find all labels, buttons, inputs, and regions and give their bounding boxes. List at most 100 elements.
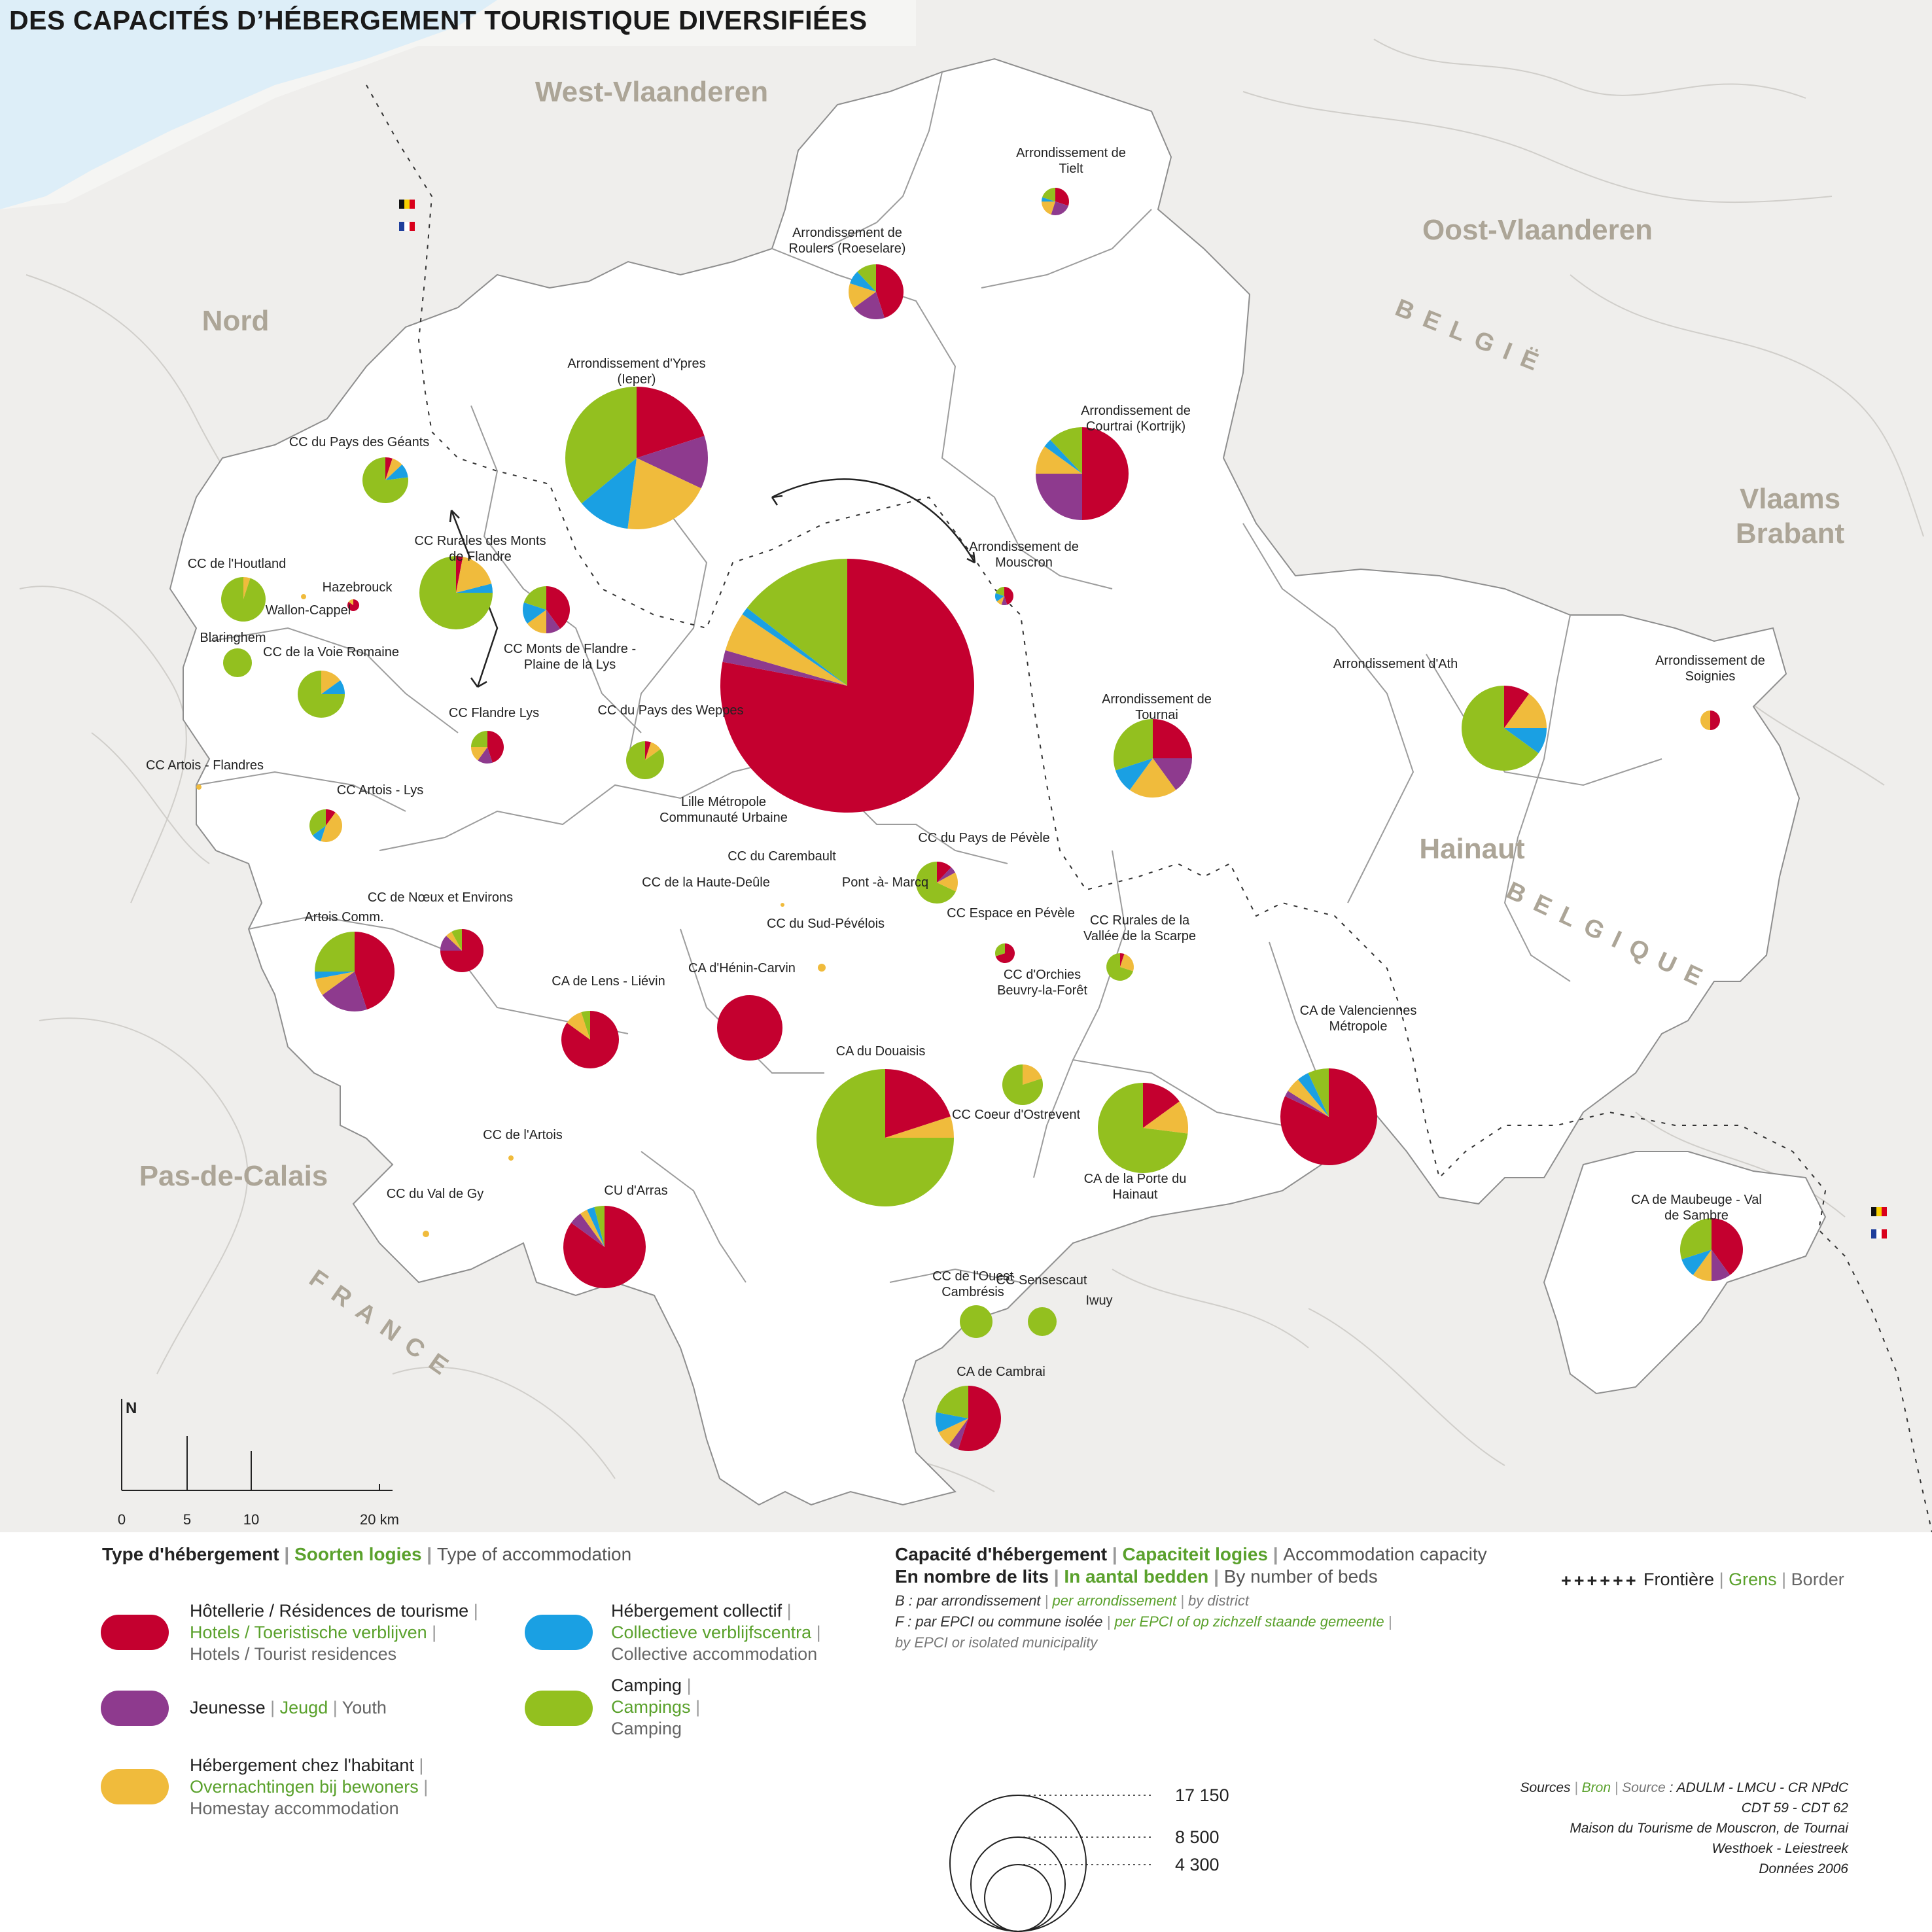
- pie-slice-homestay: [1036, 446, 1082, 474]
- unit-label-32: CA de la Porte du Hainaut: [1084, 1172, 1187, 1202]
- region-oost-vlaanderen: Oost-Vlaanderen: [1422, 214, 1653, 246]
- region-hainaut: Hainaut: [1419, 833, 1525, 865]
- pie-2: [565, 387, 708, 529]
- pie-slice-homestay: [645, 742, 661, 760]
- unit-label-7: CC de l'Houtland: [188, 557, 287, 571]
- pie-slice-collective: [1681, 1250, 1712, 1275]
- pie-slice-hotels: [385, 457, 393, 480]
- pie-slice-camping: [1462, 686, 1539, 771]
- pie-slice-homestay: [885, 1116, 954, 1138]
- pie-12: [298, 671, 345, 718]
- pie-slice-youth: [322, 972, 367, 1011]
- pie-42: [1114, 719, 1192, 798]
- unit-label-5: CC du Pays des Géants: [289, 435, 430, 449]
- swatch-camping: [525, 1691, 593, 1726]
- scale-tick-5: 5: [183, 1511, 191, 1528]
- legend-collective: Hébergement collectif | Collectieve verb…: [611, 1601, 821, 1664]
- pie-slice-youth: [937, 867, 956, 883]
- unit-label-34: CC de l'Artois: [483, 1128, 563, 1142]
- legend-type-heading: Type d'hébergement | Soorten logies | Ty…: [102, 1544, 632, 1564]
- flag-be-fr-east: [1871, 1207, 1887, 1238]
- page-title: DES CAPACITÉS D’HÉBERGEMENT TOURISTIQUE …: [9, 5, 868, 35]
- pie-slice-collective: [321, 680, 345, 694]
- pie-slice-youth: [546, 610, 561, 633]
- pie-slice-hotels: [1004, 587, 1014, 605]
- pie-slice-hotels: [937, 862, 951, 883]
- pie-5: [362, 457, 408, 503]
- pie-17: [309, 809, 343, 842]
- pie-37: [960, 1305, 992, 1338]
- pie-25: [995, 943, 1015, 963]
- pie-slice-camping: [916, 862, 956, 904]
- pie-slice-camping: [362, 457, 408, 503]
- pie-slice-collective: [315, 972, 355, 979]
- size-legend-circles: 17 150 8 500 4 300: [949, 1785, 1229, 1932]
- pie-4: [995, 587, 1014, 606]
- pie-slice-youth: [1036, 474, 1082, 520]
- legend-border: Frontière | Grens | Border: [1643, 1570, 1844, 1589]
- unit-label-23: Artois Comm.: [304, 910, 383, 924]
- unit-label-2: Arrondissement d'Ypres (Ieper): [567, 357, 705, 387]
- pie-slice-hotels: [885, 1069, 951, 1138]
- pie-15: [720, 559, 974, 813]
- pie-slice-homestay: [301, 594, 306, 599]
- pie-slice-homestay: [423, 1231, 429, 1237]
- pie-slice-homestay: [1143, 1101, 1188, 1134]
- region-nord: Nord: [202, 305, 270, 337]
- legend-homestay: Hébergement chez l'habitant | Overnachti…: [190, 1755, 429, 1818]
- pie-slice-homestay: [627, 458, 701, 529]
- unit-label-33: CA de Valenciennes Métropole: [1300, 1004, 1417, 1034]
- unit-label-37: CC de l'Ouest Cambrésis: [932, 1269, 1013, 1299]
- unit-label-6: CC Rurales des Monts de Flandre: [414, 534, 546, 564]
- pie-slice-collective: [385, 465, 408, 480]
- pie-slice-collective: [1504, 728, 1547, 754]
- sea: [0, 0, 497, 209]
- pie-slice-collective: [936, 1412, 968, 1433]
- annotation-arrows: [449, 478, 976, 688]
- pie-slice-camping: [223, 648, 252, 677]
- legend-beds-heading: En nombre de lits | In aantal bedden | B…: [895, 1566, 1378, 1587]
- pie-36: [563, 1206, 646, 1288]
- unit-label-24: CC du Sud-Pévélois: [767, 917, 885, 931]
- size-circle-8500: [970, 1836, 1066, 1932]
- pie-charts: [196, 188, 1743, 1452]
- pie-40: [936, 1386, 1002, 1452]
- pie-slice-hotels: [995, 943, 1015, 963]
- pie-11: [223, 648, 252, 677]
- pie-3: [1036, 427, 1129, 520]
- unit-label-19: CC de la Haute-Deûle: [642, 875, 770, 890]
- unit-label-13: CC Flandre Lys: [449, 706, 539, 720]
- pie-slice-camping: [1050, 427, 1082, 474]
- size-circle-4300: [984, 1864, 1052, 1932]
- unit-label-20: Pont -à- Marcq: [842, 875, 928, 890]
- pie-slice-homestay: [456, 556, 492, 593]
- pie-6: [419, 556, 493, 629]
- pie-slice-camping: [451, 929, 462, 951]
- pie-14: [626, 741, 665, 779]
- pie-slice-youth: [949, 1418, 968, 1450]
- pie-slice-homestay: [937, 872, 958, 892]
- pie-33: [1280, 1068, 1378, 1166]
- pie-29: [717, 995, 782, 1061]
- pie-slice-camping: [746, 559, 847, 686]
- pie-slice-homestay: [1700, 711, 1710, 730]
- pie-slice-hotels: [326, 809, 336, 826]
- pie-slice-homestay: [1129, 758, 1176, 798]
- pie-slice-homestay: [1042, 202, 1055, 215]
- pie-slice-hotels: [876, 264, 904, 318]
- unit-label-18: CC du Carembault: [728, 849, 836, 864]
- size-value-8500: 8 500: [1175, 1827, 1220, 1847]
- unit-label-41: Arrondissement d'Ath: [1333, 657, 1458, 671]
- pie-13: [471, 731, 504, 764]
- legend: Type d'hébergement | Soorten logies | Ty…: [0, 1532, 1932, 1932]
- pie-slice-hotels: [637, 387, 705, 458]
- pie-slice-homestay: [348, 599, 353, 605]
- pie-10: [523, 586, 571, 633]
- pie-38: [1028, 1307, 1057, 1336]
- pie-slice-hotels: [1504, 686, 1530, 728]
- scale-tick-10: 10: [243, 1511, 259, 1528]
- pie-26: [1106, 953, 1134, 981]
- pie-slice-camping: [565, 387, 637, 504]
- pie-slice-hotels: [1280, 1068, 1378, 1166]
- unit-label-8: Hazebrouck: [323, 580, 393, 595]
